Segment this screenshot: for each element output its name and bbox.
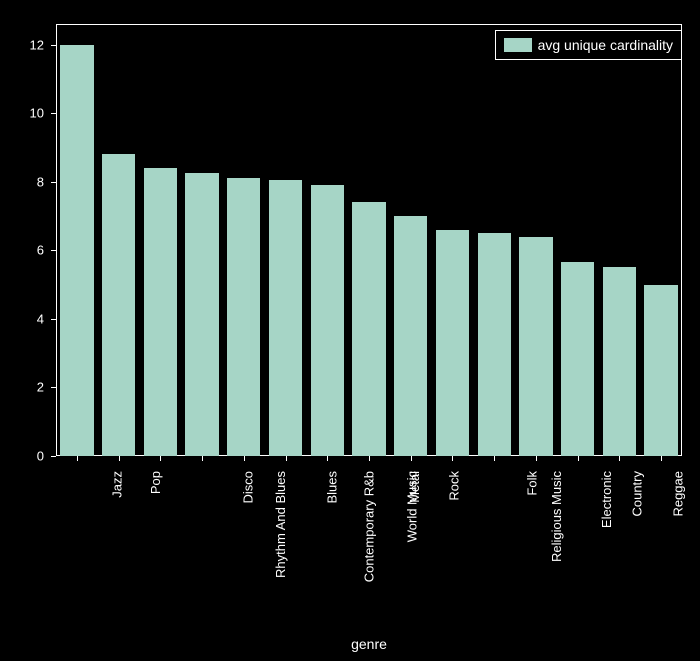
bar — [352, 202, 385, 456]
y-tick-label: 10 — [0, 106, 44, 121]
bar — [644, 285, 677, 456]
x-tick-mark — [244, 456, 245, 461]
y-tick-label: 4 — [0, 311, 44, 326]
y-tick-mark — [51, 387, 56, 388]
x-tick-mark — [619, 456, 620, 461]
y-tick-label: 12 — [0, 37, 44, 52]
y-tick-mark — [51, 250, 56, 251]
bar — [269, 180, 302, 456]
y-tick-label: 8 — [0, 174, 44, 189]
bar — [227, 178, 260, 456]
bar-chart: avg unique cardinality genre 0 2 4 6 8 10 12 Ja… — [0, 0, 700, 661]
y-tick-label: 2 — [0, 380, 44, 395]
x-tick-label: Rhythm And Blues — [273, 471, 288, 578]
y-tick-mark — [51, 45, 56, 46]
legend: avg unique cardinality — [495, 30, 682, 60]
y-tick-mark — [51, 113, 56, 114]
bar — [311, 185, 344, 456]
x-tick-label: Country — [629, 471, 644, 517]
x-tick-mark — [77, 456, 78, 461]
x-axis-label: genre — [351, 636, 387, 652]
x-tick-label: Rock — [446, 471, 461, 501]
bar — [603, 267, 636, 456]
x-tick-label: Religious Music — [550, 471, 565, 562]
x-tick-mark — [202, 456, 203, 461]
bar — [60, 45, 93, 456]
x-tick-mark — [536, 456, 537, 461]
bar — [561, 262, 594, 456]
x-tick-mark — [119, 456, 120, 461]
bar — [102, 154, 135, 456]
bar — [519, 237, 552, 456]
x-tick-label: Electronic — [599, 471, 614, 528]
x-tick-label: Metal — [407, 471, 422, 503]
bar — [478, 233, 511, 456]
y-tick-label: 0 — [0, 449, 44, 464]
x-tick-mark — [494, 456, 495, 461]
x-tick-mark — [411, 456, 412, 461]
legend-swatch — [504, 38, 532, 52]
x-tick-label: Blues — [324, 471, 339, 504]
legend-label: avg unique cardinality — [538, 37, 673, 53]
x-tick-mark — [327, 456, 328, 461]
y-tick-mark — [51, 456, 56, 457]
bar — [144, 168, 177, 456]
y-tick-mark — [51, 319, 56, 320]
bar — [185, 173, 218, 456]
x-tick-mark — [286, 456, 287, 461]
x-tick-label: Reggae — [671, 471, 686, 517]
x-tick-mark — [452, 456, 453, 461]
bar — [394, 216, 427, 456]
x-tick-label: Folk — [525, 471, 540, 496]
x-tick-label: Pop — [148, 471, 163, 494]
x-tick-mark — [578, 456, 579, 461]
x-tick-mark — [661, 456, 662, 461]
x-tick-label: Disco — [241, 471, 256, 504]
y-tick-mark — [51, 182, 56, 183]
x-tick-label: Jazz — [110, 471, 125, 498]
x-tick-mark — [160, 456, 161, 461]
y-tick-label: 6 — [0, 243, 44, 258]
x-tick-mark — [369, 456, 370, 461]
x-tick-label: Contemporary R&b — [361, 471, 376, 582]
bar — [436, 230, 469, 456]
